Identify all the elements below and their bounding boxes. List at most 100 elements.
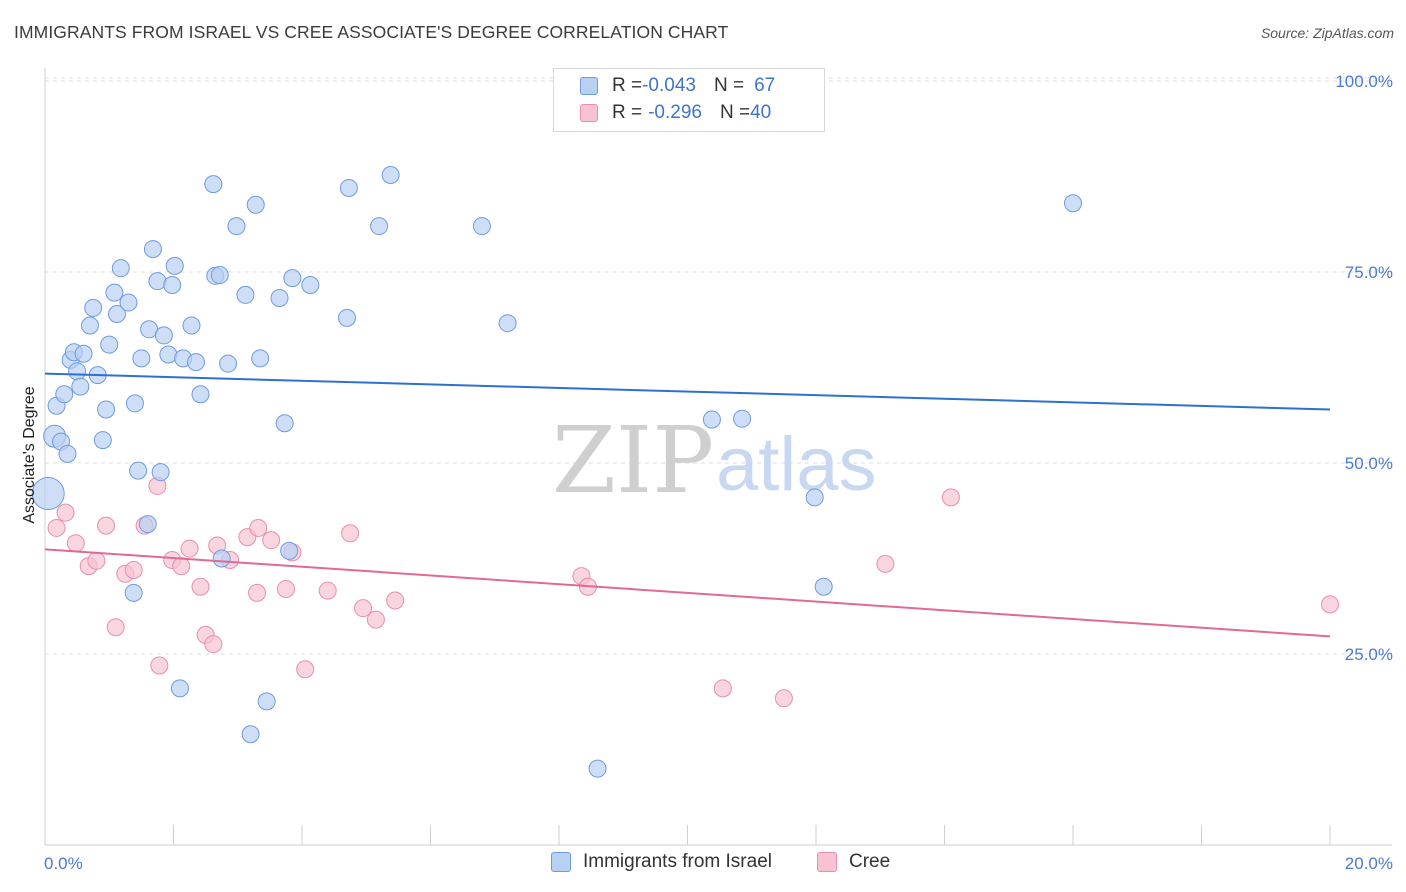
cree-point [318, 581, 337, 600]
israel-point [55, 385, 74, 404]
axes [44, 68, 1392, 846]
series-legend: Immigrants from Israel Cree [0, 851, 1406, 877]
legend-item-cree: Cree [817, 851, 890, 873]
legend-r-value: -0.043 [642, 75, 696, 96]
israel-point [129, 461, 148, 480]
israel-point [588, 759, 607, 778]
israel-point [143, 240, 162, 259]
israel-point [370, 217, 389, 236]
israel-point [210, 266, 229, 285]
y-tick-label: 100.0% [1335, 72, 1393, 91]
israel-point [93, 431, 112, 450]
cree-point [354, 599, 373, 618]
israel-point [814, 577, 833, 596]
israel-point [241, 725, 260, 744]
legend-n-label: N = [713, 75, 745, 96]
israel-point [148, 272, 167, 291]
legend-r-value: -0.296 [648, 102, 702, 123]
legend-row-cree: R = -0.296 N = 40 [580, 100, 771, 126]
israel-point [105, 283, 124, 302]
israel-point [71, 377, 90, 396]
cree-legend-swatch [817, 852, 837, 872]
israel-point [191, 385, 210, 404]
cree-point [386, 591, 405, 610]
israel-point [80, 316, 99, 335]
y-axis-label: Associate's Degree [21, 386, 38, 523]
israel-point [381, 165, 400, 184]
cree-point [248, 583, 267, 602]
legend-n-value: 67 [754, 75, 776, 96]
israel-point [84, 298, 103, 317]
cree-point [106, 618, 125, 637]
israel-point [111, 259, 130, 278]
cree-point [713, 679, 732, 698]
israel-point [498, 314, 517, 333]
x-tick-label: 0.0% [44, 854, 83, 873]
cree-point [941, 488, 960, 507]
israel-point [257, 692, 276, 711]
israel-point [154, 326, 173, 345]
cree-point [341, 524, 360, 543]
source-label: Source: ZipAtlas.com [1260, 25, 1394, 41]
cree-point [56, 503, 75, 522]
watermark: ZIP atlas [552, 407, 877, 514]
tick-labels: 25.0% 50.0% 75.0% 100.0% 0.0% 20.0% [44, 72, 1393, 873]
cree-point [172, 557, 191, 576]
x-tick-label: 20.0% [1345, 854, 1393, 873]
israel-point [119, 293, 138, 312]
cree-point [1321, 595, 1339, 614]
israel-point [246, 195, 265, 214]
cree-point [774, 689, 793, 708]
cree-point [204, 635, 223, 654]
legend-row-israel: R = -0.043 N = 67 [580, 73, 775, 99]
israel-point [702, 410, 721, 429]
israel-point [337, 308, 356, 327]
israel-point [159, 345, 178, 364]
israel-point [68, 362, 87, 381]
cree-point [87, 551, 106, 570]
israel-point [100, 335, 119, 354]
legend-label-israel: Immigrants from Israel [583, 851, 772, 872]
israel-point [275, 414, 294, 433]
israel-point [805, 488, 824, 507]
israel-point [204, 175, 223, 194]
legend-n-label: N = [719, 102, 751, 123]
israel-point [219, 354, 238, 373]
chart-title: IMMIGRANTS FROM ISRAEL VS CREE ASSOCIATE… [14, 22, 729, 42]
watermark-zip: ZIP [552, 407, 714, 514]
israel-point [251, 349, 270, 368]
cree-point [180, 539, 199, 558]
israel-point [472, 217, 491, 236]
cree-point [876, 554, 895, 573]
cree-swatch [580, 104, 598, 122]
y-tick-label: 50.0% [1345, 454, 1393, 473]
israel-point [124, 583, 143, 602]
israel-point [74, 344, 93, 363]
israel-point [58, 444, 77, 463]
cree-point [47, 518, 66, 537]
israel-point [97, 400, 116, 419]
cree-point [296, 660, 315, 679]
israel-point [236, 285, 255, 304]
legend-r-label: R = [612, 102, 643, 123]
cree-point [276, 580, 295, 599]
legend-item-israel: Immigrants from Israel [551, 851, 772, 873]
israel-legend-swatch [551, 852, 571, 872]
israel-swatch [580, 77, 598, 95]
trend-lines [44, 372, 1331, 638]
watermark-atlas: atlas [716, 422, 877, 507]
israel-point [31, 477, 65, 511]
cree-point [249, 518, 268, 537]
israel-point [170, 679, 189, 698]
israel-point [125, 394, 144, 413]
cree-point [150, 656, 169, 675]
cree-point [366, 610, 385, 629]
israel-point [165, 256, 184, 275]
israel-point [1064, 194, 1082, 213]
israel-point [283, 269, 302, 288]
cree-point [124, 560, 143, 579]
israel-point [212, 549, 231, 568]
israel-point [301, 275, 320, 294]
cree-trend-line [44, 548, 1331, 638]
